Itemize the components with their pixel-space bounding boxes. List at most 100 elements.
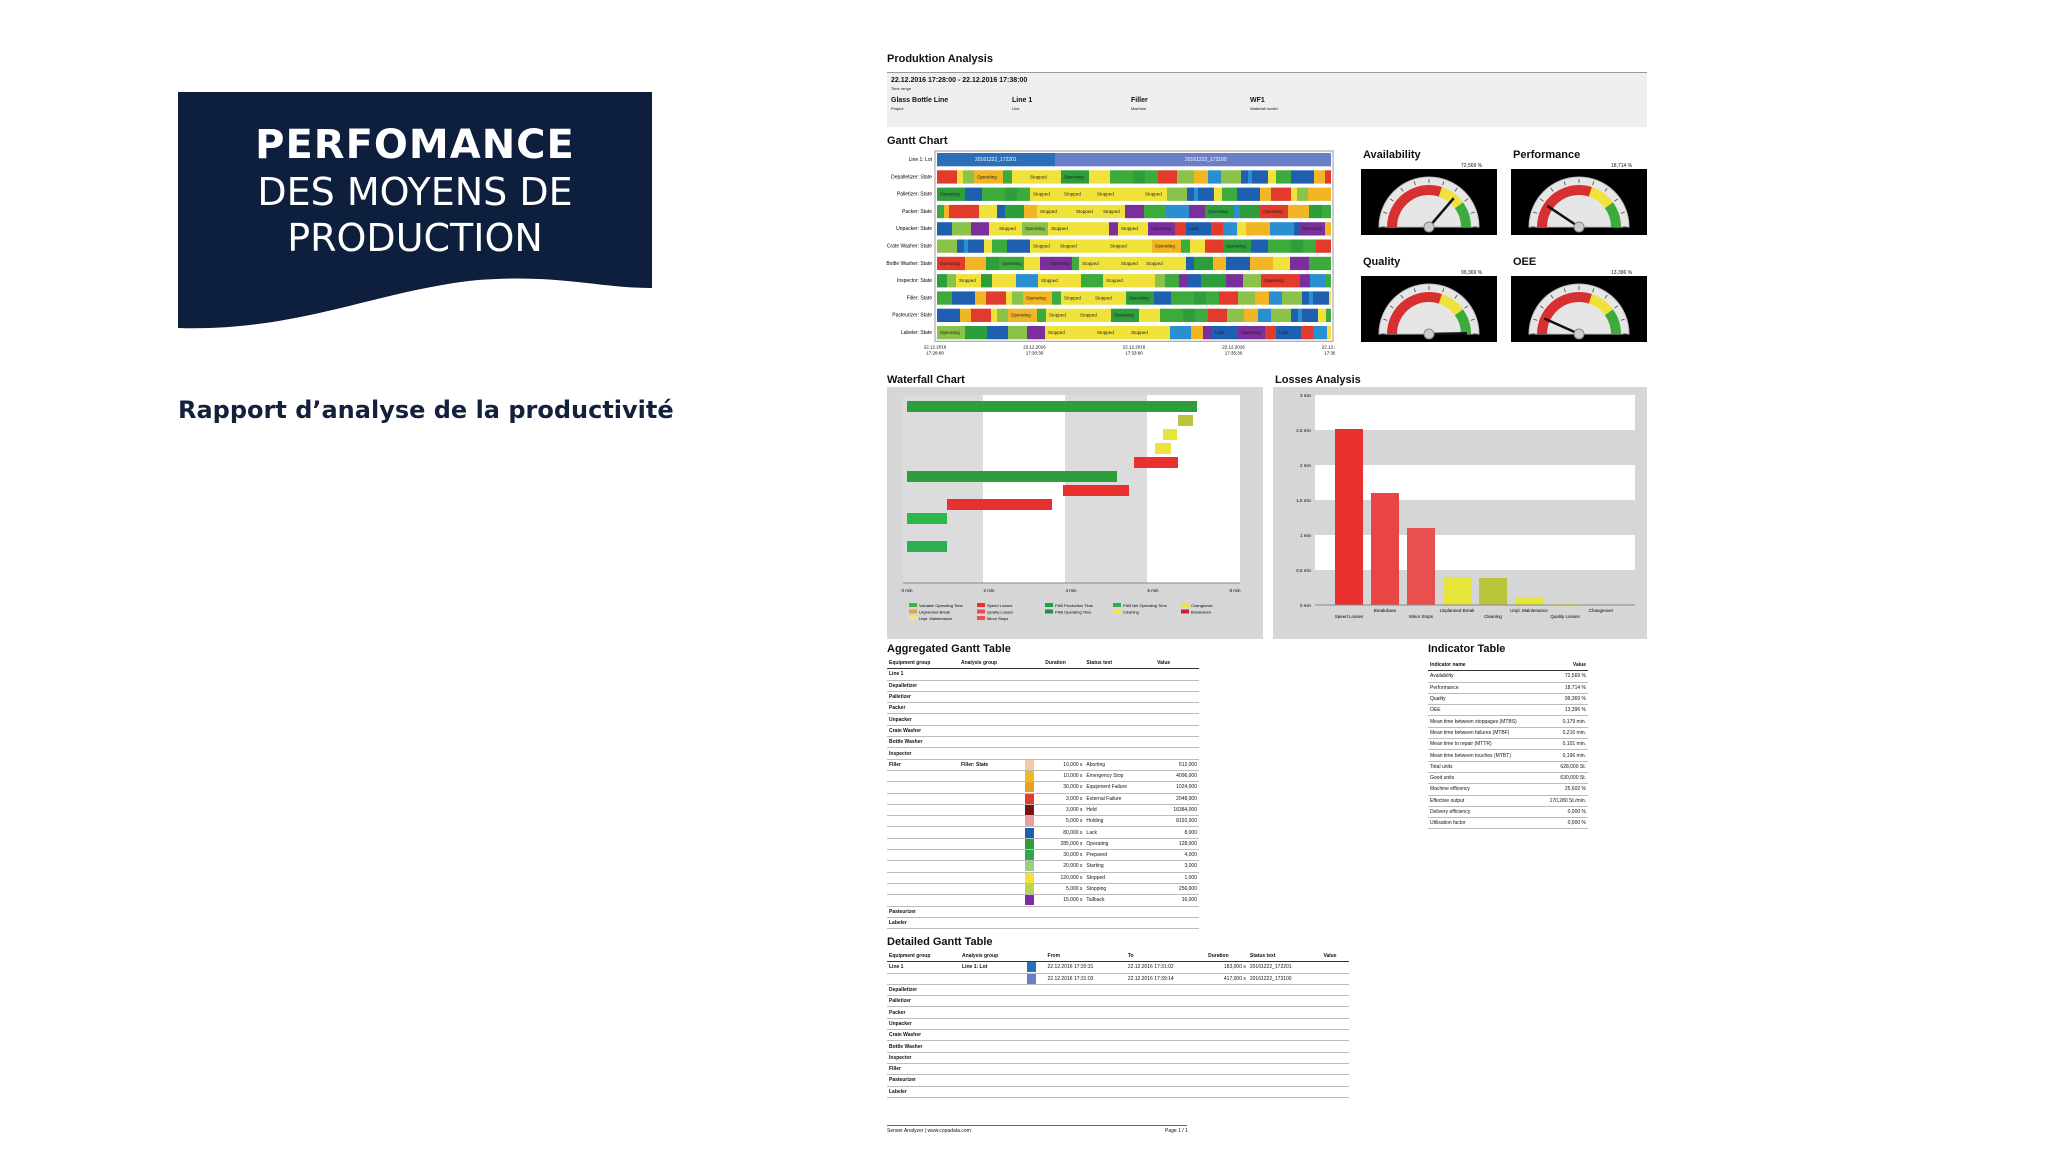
gantt-segment xyxy=(1299,222,1325,236)
gauge-tick xyxy=(1592,181,1595,186)
gantt-segment xyxy=(1118,222,1148,236)
table-cell xyxy=(1125,1052,1207,1064)
table-row: Crate Washer xyxy=(887,725,1199,738)
waterfall-legend-swatch xyxy=(909,616,917,620)
table-cell: Palletizer xyxy=(887,691,959,704)
gantt-segment xyxy=(1158,170,1177,184)
table-cell xyxy=(1125,1074,1207,1087)
table-cell: 30,000 s xyxy=(1043,849,1085,862)
gantt-segment xyxy=(1271,308,1291,322)
banner-line-2: DES MOYENS DE xyxy=(257,170,573,214)
gauge-tick xyxy=(1539,198,1544,202)
table-row: Availability 72,569 % xyxy=(1428,670,1588,683)
gantt-segment xyxy=(1154,291,1171,305)
gauge-zone xyxy=(1438,294,1463,316)
table-cell xyxy=(958,668,1023,681)
gantt-segment xyxy=(1100,204,1125,219)
table-cell xyxy=(1321,995,1349,1008)
header-field-label: Line xyxy=(1012,106,1020,111)
table-cell xyxy=(1247,1086,1322,1098)
gantt-segment xyxy=(1314,170,1325,184)
waterfall-legend-label: Valuable Operating Time xyxy=(919,603,964,608)
header-field-label: Machine xyxy=(1131,106,1147,111)
gantt-segment xyxy=(1191,326,1203,340)
gantt-segment xyxy=(1203,326,1212,340)
gantt-segment xyxy=(997,308,1008,322)
gantt-segment xyxy=(1052,291,1057,305)
table-cell xyxy=(1155,713,1199,726)
gantt-segment xyxy=(1165,274,1179,288)
status-color-swatch xyxy=(1024,850,1034,861)
gauge-tick xyxy=(1550,294,1554,299)
table-cell: 72,569 % xyxy=(1538,670,1588,683)
waterfall-legend-swatch xyxy=(1113,603,1121,607)
gantt-segment xyxy=(1109,222,1118,236)
gauge-tick xyxy=(1604,187,1608,192)
gantt-segment xyxy=(1042,308,1046,322)
gantt-segment xyxy=(1326,308,1331,322)
table-cell: 80,000 s xyxy=(1043,826,1085,839)
gantt-segment xyxy=(1234,204,1240,219)
losses-y-tick: 3 min xyxy=(1300,393,1312,398)
gantt-segment xyxy=(1303,239,1316,253)
status-color-swatch xyxy=(1024,838,1034,849)
gantt-segment xyxy=(1128,326,1170,340)
gantt-segment xyxy=(1273,256,1290,271)
table-cell xyxy=(1022,702,1044,715)
status-color-swatch xyxy=(1024,895,1034,906)
table-cell xyxy=(1045,1063,1126,1076)
waterfall-band xyxy=(1147,395,1240,583)
gantt-segment-label: Operating xyxy=(1011,313,1031,318)
gantt-segment xyxy=(1085,239,1107,253)
gantt-segment-label: Operating xyxy=(940,192,960,197)
gantt-segment-label: Stopped xyxy=(959,278,976,283)
table-cell xyxy=(887,973,961,985)
gauge-title: Quality xyxy=(1363,256,1401,268)
table-row: Labeler xyxy=(887,917,1199,930)
gantt-segment xyxy=(1027,326,1045,340)
table-cell: Stopped xyxy=(1084,872,1156,884)
table-cell xyxy=(1206,1029,1248,1042)
gantt-segment xyxy=(1241,170,1248,184)
table-cell xyxy=(1084,747,1156,760)
table-cell: 512,000 xyxy=(1155,759,1199,771)
gantt-segment xyxy=(1309,256,1331,271)
gantt-segment xyxy=(1012,291,1023,305)
table-cell xyxy=(960,1063,1025,1076)
status-color-swatch xyxy=(1024,827,1034,838)
footer-rule xyxy=(887,1125,1187,1126)
table-cell xyxy=(1045,1074,1126,1087)
waterfall-x-tick: 6 min xyxy=(1147,588,1159,593)
table-cell xyxy=(1022,815,1044,828)
gauge-tick xyxy=(1442,181,1445,186)
gantt-row-label: Crate Washer: State xyxy=(887,244,932,250)
table-cell: Mean time between failures (MTBF) xyxy=(1428,727,1539,740)
gantt-segment xyxy=(1214,187,1222,201)
gantt-segment-label: Operating xyxy=(940,261,960,266)
gauge-zone xyxy=(1588,187,1613,209)
waterfall-legend-label: Changeover xyxy=(1191,603,1213,608)
gantt-row-label: Bottle Washer: State xyxy=(886,261,932,267)
table-cell: Aborting xyxy=(1084,759,1156,771)
gauge-zone xyxy=(1604,309,1621,334)
status-color-swatch xyxy=(1024,816,1034,827)
table-cell xyxy=(1206,1074,1248,1087)
table-cell: Pasteurizer xyxy=(887,1074,961,1087)
table-cell xyxy=(1206,1052,1248,1064)
gantt-segment xyxy=(1024,204,1037,219)
gantt-segment xyxy=(1282,291,1302,305)
waterfall-bar xyxy=(1063,485,1129,496)
table-cell: Inspector xyxy=(887,1052,961,1064)
table-cell xyxy=(1024,973,1046,985)
table-cell: 0,216 min. xyxy=(1538,727,1588,740)
report-document: Produktion Analysis 22.12.2016 17:28:00 … xyxy=(880,50,1680,1150)
table-cell: Unpacker xyxy=(887,1018,961,1031)
gantt-segment xyxy=(1094,326,1128,340)
gantt-segment xyxy=(1237,187,1260,201)
gantt-segment xyxy=(1250,256,1273,271)
gauge-panel xyxy=(1511,276,1647,342)
header-field-value: Glass Bottle Line xyxy=(891,97,949,104)
gantt-segment-label: Stopped xyxy=(1110,244,1127,249)
gauge-tick xyxy=(1614,198,1619,202)
time-range: 22.12.2016 17:28:00 - 22.12.2016 17:38:0… xyxy=(891,77,1028,84)
